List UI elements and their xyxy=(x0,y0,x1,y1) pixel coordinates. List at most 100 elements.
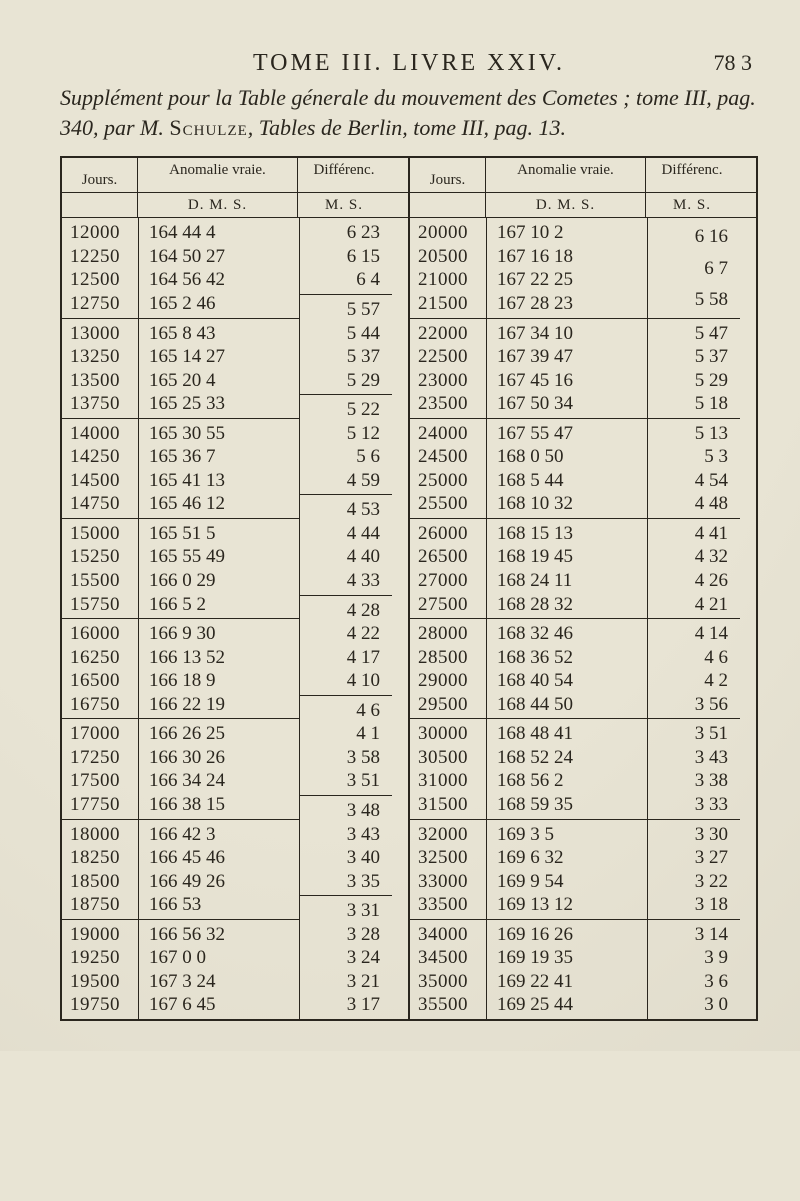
jours-cell: 28000 xyxy=(410,622,486,646)
table-block: 5 475 375 295 18 xyxy=(648,319,740,419)
diff-cell: 3 38 xyxy=(648,769,740,793)
jours-cell: 19500 xyxy=(62,970,138,994)
table-block: 167 55 47168 0 50168 5 44168 10 32 xyxy=(487,419,647,519)
anom-cell: 169 6 32 xyxy=(487,846,647,870)
jours-cell: 17000 xyxy=(62,722,138,746)
anom-cell: 168 10 32 xyxy=(487,492,647,516)
jours-cell: 14500 xyxy=(62,469,138,493)
jours-cell: 29000 xyxy=(410,669,486,693)
jours-cell: 12000 xyxy=(62,221,138,245)
table-block: 167 10 2167 16 18167 22 25167 28 23 xyxy=(487,218,647,318)
anom-cell: 167 6 45 xyxy=(139,993,299,1017)
diff-cell: 4 26 xyxy=(648,569,740,593)
jours-cell: 13250 xyxy=(62,345,138,369)
diff-cell: 4 32 xyxy=(648,545,740,569)
diff-cell: 4 10 xyxy=(300,669,392,693)
jours-cell: 21000 xyxy=(410,268,486,292)
table-block: 30000305003100031500 xyxy=(410,719,486,819)
jours-cell: 16000 xyxy=(62,622,138,646)
diff-cell: 4 28 xyxy=(300,599,392,623)
diff-cell: 4 17 xyxy=(300,646,392,670)
jours-cell: 34500 xyxy=(410,946,486,970)
table-block: 3 143 93 63 0 xyxy=(648,920,740,1019)
table-block: 165 8 43165 14 27165 20 4165 25 33 xyxy=(139,319,299,419)
anom-cell: 165 55 49 xyxy=(139,545,299,569)
diff-cell: 4 44 xyxy=(300,522,392,546)
anom-cell: 165 20 4 xyxy=(139,369,299,393)
table-block: 28000285002900029500 xyxy=(410,619,486,719)
jours-cell: 16500 xyxy=(62,669,138,693)
anom-cell: 168 44 50 xyxy=(487,693,647,717)
anom-cell: 169 25 44 xyxy=(487,993,647,1017)
diff-cell: 6 15 xyxy=(300,245,392,269)
col-anom: 167 10 2167 16 18167 22 25167 28 23167 3… xyxy=(487,218,648,1019)
col-anom: 164 44 4164 50 27164 56 42165 2 46165 8 … xyxy=(139,218,300,1019)
diff-cell: 4 21 xyxy=(648,593,740,617)
diff-cell: 4 1 xyxy=(300,722,392,746)
anom-cell: 166 0 29 xyxy=(139,569,299,593)
jours-cell: 13750 xyxy=(62,392,138,416)
diff-cell: 3 51 xyxy=(300,769,392,793)
jours-cell: 19250 xyxy=(62,946,138,970)
diff-cell: 6 4 xyxy=(300,268,392,292)
diff-cell: 3 9 xyxy=(648,946,740,970)
subheader-blank xyxy=(410,193,486,217)
diff-cell: 4 54 xyxy=(648,469,740,493)
diff-cell: 5 22 xyxy=(300,398,392,422)
anom-cell: 169 13 12 xyxy=(487,893,647,917)
jours-cell: 12500 xyxy=(62,268,138,292)
anom-cell: 166 5 2 xyxy=(139,593,299,617)
diff-cell: 4 6 xyxy=(300,699,392,723)
jours-cell: 30500 xyxy=(410,746,486,770)
anom-cell: 167 3 24 xyxy=(139,970,299,994)
anom-cell: 166 34 24 xyxy=(139,769,299,793)
diff-cell: 5 58 xyxy=(648,288,740,312)
diff-cell: 6 7 xyxy=(648,257,740,281)
anom-cell: 166 30 26 xyxy=(139,746,299,770)
caption: Supplément pour la Table génerale du mou… xyxy=(60,83,758,142)
diff-cell: 3 33 xyxy=(648,793,740,817)
diff-cell: 3 6 xyxy=(648,970,740,994)
anom-cell: 168 32 46 xyxy=(487,622,647,646)
table-block: 16000162501650016750 xyxy=(62,619,138,719)
subheader-blank xyxy=(62,193,138,217)
jours-cell: 14000 xyxy=(62,422,138,446)
page-number: 78 3 xyxy=(714,50,753,76)
table-block: 5 575 445 375 29 xyxy=(300,295,392,395)
anom-cell: 168 28 32 xyxy=(487,593,647,617)
table-block: 168 15 13168 19 45168 24 11168 28 32 xyxy=(487,519,647,619)
anom-cell: 166 13 52 xyxy=(139,646,299,670)
subheader-ms: M. S. xyxy=(298,193,390,217)
anom-cell: 166 53 xyxy=(139,893,299,917)
table-block: 22000225002300023500 xyxy=(410,319,486,419)
anom-cell: 165 14 27 xyxy=(139,345,299,369)
jours-cell: 16750 xyxy=(62,693,138,717)
anom-cell: 165 2 46 xyxy=(139,292,299,316)
subheader-row: D. M. S. M. S. xyxy=(62,193,408,218)
table-block: 6 236 156 4 xyxy=(300,218,392,295)
jours-cell: 18500 xyxy=(62,870,138,894)
diff-cell: 3 17 xyxy=(300,993,392,1017)
diff-cell: 3 43 xyxy=(300,823,392,847)
table-block: 168 32 46168 36 52168 40 54168 44 50 xyxy=(487,619,647,719)
table-block: 4 284 224 174 10 xyxy=(300,596,392,696)
table-right: Jours. Anomalie vraie. Différenc. D. M. … xyxy=(408,158,756,1019)
table-block: 34000345003500035500 xyxy=(410,920,486,1019)
jours-cell: 13500 xyxy=(62,369,138,393)
anom-cell: 165 36 7 xyxy=(139,445,299,469)
jours-cell: 28500 xyxy=(410,646,486,670)
table-block: 165 30 55165 36 7165 41 13165 46 12 xyxy=(139,419,299,519)
diff-cell: 3 58 xyxy=(300,746,392,770)
diff-cell: 3 18 xyxy=(648,893,740,917)
jours-cell: 12250 xyxy=(62,245,138,269)
jours-cell: 32000 xyxy=(410,823,486,847)
diff-cell: 3 35 xyxy=(300,870,392,894)
table-block: 4 414 324 264 21 xyxy=(648,519,740,619)
table-block: 3 483 433 403 35 xyxy=(300,796,392,896)
diff-cell: 3 0 xyxy=(648,993,740,1017)
diff-cell: 3 24 xyxy=(300,946,392,970)
table-block: 4 144 64 23 56 xyxy=(648,619,740,719)
table-block: 5 225 125 64 59 xyxy=(300,395,392,495)
jours-cell: 22500 xyxy=(410,345,486,369)
table-block: 17000172501750017750 xyxy=(62,719,138,819)
